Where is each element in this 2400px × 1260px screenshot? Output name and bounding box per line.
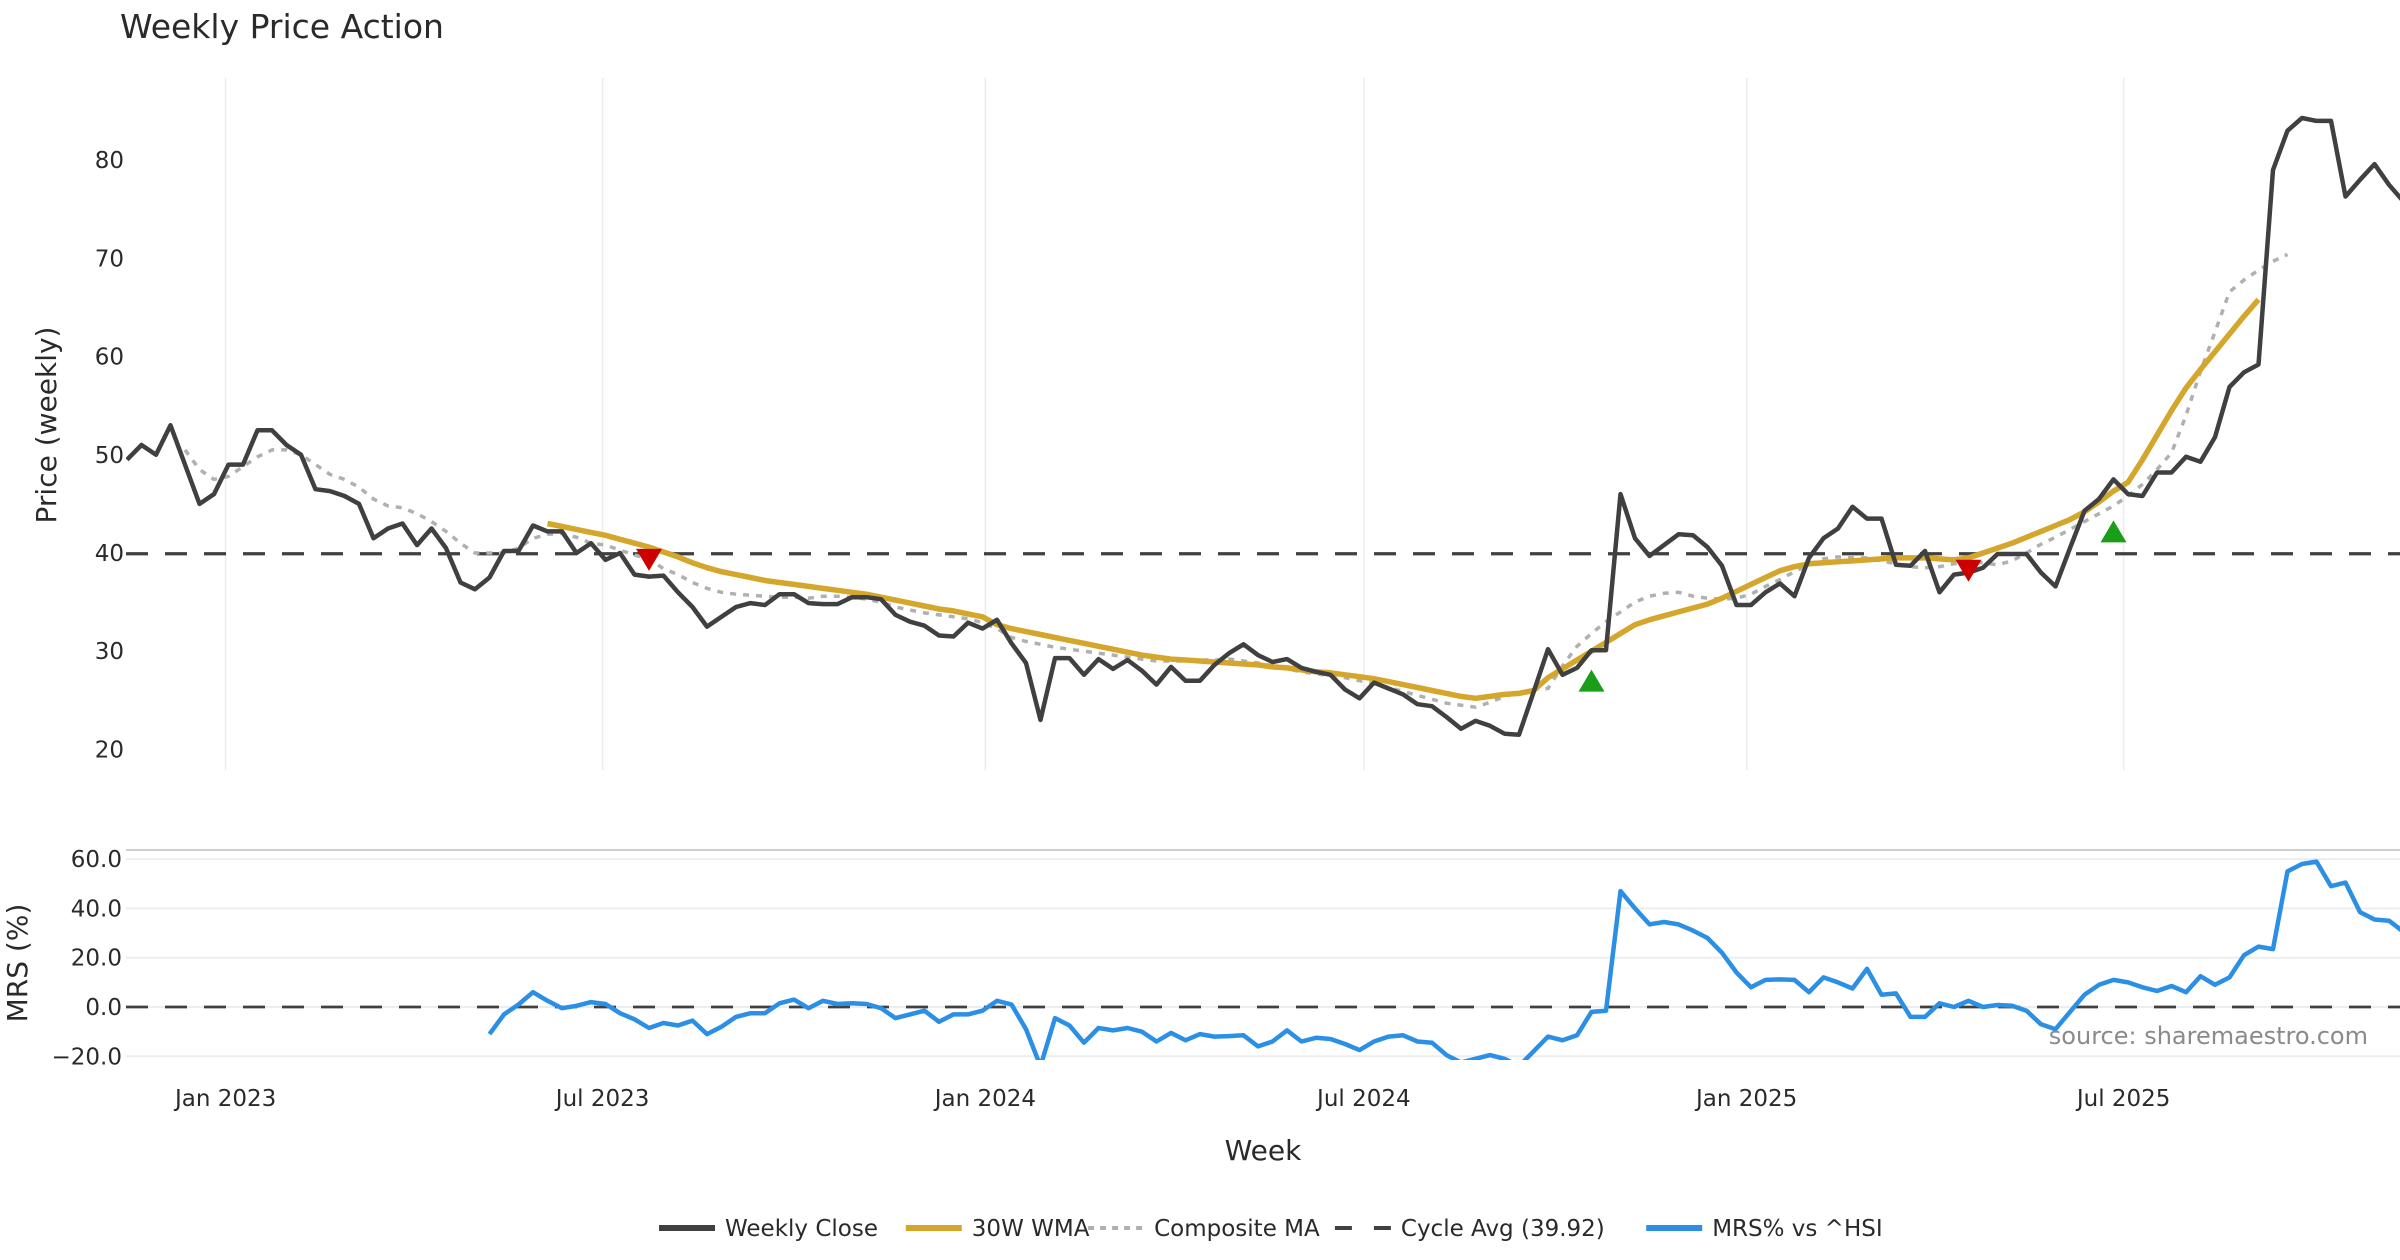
mrs-y-axis: 60.0 40.0 20.0 0.0 −20.0 [52,847,122,1070]
legend-label: MRS% vs ^HSI [1712,1216,1882,1242]
sell-signal-marker [636,548,662,571]
legend-item: 30W WMA [905,1216,1090,1242]
x-axis-title: Week [1225,1134,1302,1167]
y-tick-label: 40 [95,541,124,567]
legend-label: Composite MA [1154,1216,1320,1242]
main-gridlines [224,78,2125,770]
x-tick-label: Jan 2024 [933,1086,1036,1112]
x-tick-label: Jan 2025 [1694,1086,1797,1112]
mrs-y-tick-label: 40.0 [71,896,122,922]
mrs-y-tick-label: 0.0 [85,995,122,1021]
weekly-close-line [126,115,2400,737]
30w-wma-line [546,297,2261,702]
y-tick-label: 60 [95,345,124,371]
main-y-axis: 20 30 40 50 60 70 80 [95,148,124,763]
legend-item: Cycle Avg (39.92) [1334,1216,1605,1242]
main-y-axis-title: Price (weekly) [30,327,63,524]
composite-ma-line [183,252,2289,709]
buy-signal-marker [2100,520,2127,543]
mrs-y-tick-label: 20.0 [71,946,122,972]
signal-markers [636,520,2127,692]
legend-label: Cycle Avg (39.92) [1401,1216,1605,1242]
mrs-y-tick-label: −20.0 [52,1044,122,1070]
legend-item: Composite MA [1088,1216,1320,1242]
y-tick-label: 50 [95,443,124,469]
legend-label: 30W WMA [972,1216,1090,1242]
mrs-line [487,859,2400,1060]
main-plot-area [126,115,2400,737]
mrs-plot-area [126,859,2400,1060]
buy-signal-marker [1578,669,1605,692]
y-tick-label: 70 [95,246,124,272]
mrs-y-axis-title: MRS (%) [1,904,34,1023]
x-axis: Jan 2023 Jul 2023 Jan 2024 Jul 2024 Jan 2025… [173,1086,2171,1112]
y-tick-label: 20 [95,737,124,763]
legend-item: MRS% vs ^HSI [1646,1216,1883,1242]
y-tick-label: 30 [95,639,124,665]
x-tick-label: Jul 2025 [2075,1086,2171,1112]
x-tick-label: Jul 2023 [554,1086,650,1112]
source-annotation: source: sharemaestro.com [2049,1022,2368,1050]
sell-signal-marker [1955,559,1982,582]
legend-item: Weekly Close [659,1216,878,1242]
legend: Weekly Close 30W WMA Composite MA Cycle Avg… [659,1216,1883,1242]
x-tick-label: Jul 2024 [1315,1086,1411,1112]
legend-label: Weekly Close [725,1216,878,1242]
chart-title: Weekly Price Action [120,7,444,46]
mrs-y-tick-label: 60.0 [71,847,122,873]
x-tick-label: Jan 2023 [173,1086,276,1112]
y-tick-label: 80 [95,148,124,174]
